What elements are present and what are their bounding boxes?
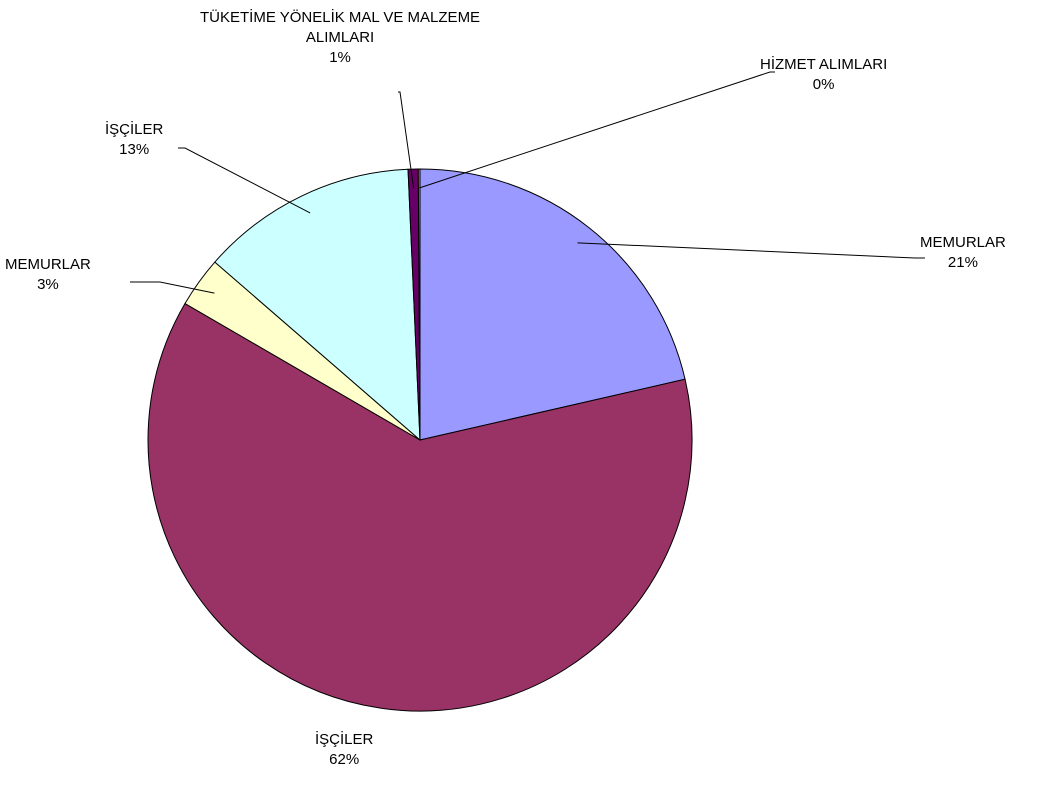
slice-label-name: İŞÇİLER <box>105 121 164 138</box>
pie-slice-hizmet-alimlari-0 <box>417 168 421 441</box>
slice-label-hizmet-alimlari-0: HİZMET ALIMLARI 0% <box>760 55 887 95</box>
slice-label-name: HİZMET ALIMLARI <box>760 56 888 73</box>
slice-label-name: İŞÇİLER <box>315 731 374 748</box>
slice-label-name: MEMURLAR <box>920 234 1006 251</box>
slice-label-memurlar-21: MEMURLAR 21% <box>920 233 1006 273</box>
slice-label-memurlar-3: MEMURLAR 3% <box>5 255 91 295</box>
slice-label-percent: 1% <box>329 49 351 66</box>
slice-label-percent: 62% <box>329 751 360 768</box>
slice-label-percent: 21% <box>947 254 978 271</box>
slice-label-tuketime-yonelik-1: TÜKETİME YÖNELİK MAL VE MALZEME ALIMLARI… <box>200 8 480 68</box>
slice-label-percent: 0% <box>812 76 835 93</box>
leader-line-memurlar-3 <box>130 281 215 294</box>
leader-line-isciler-13 <box>178 147 311 214</box>
slice-label-isciler-13: İŞÇİLER 13% <box>105 120 163 160</box>
leader-line-hizmet-alimlari-0 <box>419 71 775 189</box>
slice-label-isciler-62: İŞÇİLER 62% <box>315 730 373 770</box>
leader-line-memurlar-21 <box>577 242 925 259</box>
slice-label-percent: 13% <box>119 141 150 158</box>
leader-line-tuketime-yonelik-1 <box>398 91 415 189</box>
slice-label-name-line1: TÜKETİME YÖNELİK MAL VE MALZEME <box>200 9 481 26</box>
pie-slice-memurlar-21 <box>419 168 686 441</box>
slice-label-name: MEMURLAR <box>5 256 91 273</box>
slice-label-percent: 3% <box>37 276 59 293</box>
pie-slice-isciler-13 <box>214 168 421 442</box>
pie-slice-isciler-62 <box>147 302 693 712</box>
slice-label-name-line2: ALIMLARI <box>305 29 375 46</box>
